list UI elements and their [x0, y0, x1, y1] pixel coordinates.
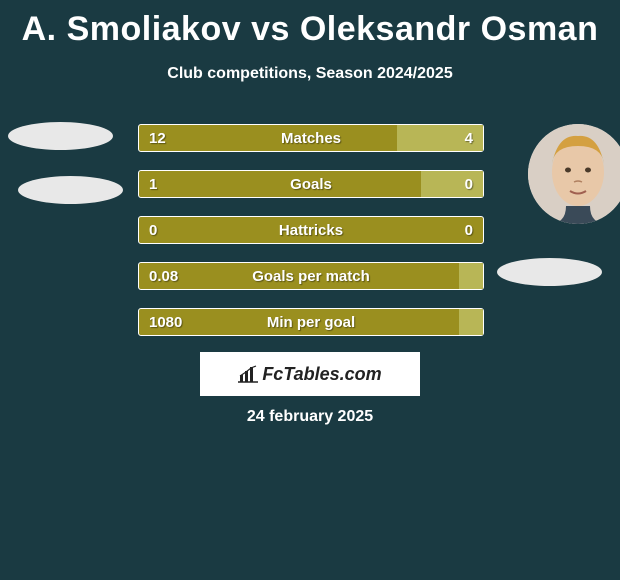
player1-avatar-placeholder-top [8, 122, 113, 150]
stat-bar-right-fill [397, 125, 483, 151]
bar-chart-icon [238, 365, 258, 383]
source-logo: FcTables.com [200, 352, 420, 396]
stat-bar-right-fill [459, 309, 483, 335]
stat-left-value: 12 [149, 125, 166, 151]
stat-left-value: 0 [149, 217, 157, 243]
player1-avatar-placeholder-bottom [18, 176, 123, 204]
source-logo-label: FcTables.com [262, 364, 381, 385]
stat-bar-min-per-goal: 1080 Min per goal [138, 308, 484, 336]
stat-label: Min per goal [139, 309, 483, 335]
chart-title: A. Smoliakov vs Oleksandr Osman [0, 0, 620, 49]
source-logo-text: FcTables.com [238, 364, 381, 385]
chart-subtitle: Club competitions, Season 2024/2025 [0, 65, 620, 83]
stat-label: Goals per match [139, 263, 483, 289]
stat-bars-container: 12 Matches 4 1 Goals 0 0 Hattricks 0 0.0… [138, 124, 484, 354]
stat-left-value: 1 [149, 171, 157, 197]
stat-left-value: 1080 [149, 309, 182, 335]
chart-date: 24 february 2025 [0, 408, 620, 426]
stat-bar-matches: 12 Matches 4 [138, 124, 484, 152]
stat-bar-goals: 1 Goals 0 [138, 170, 484, 198]
stat-right-value: 0 [465, 217, 473, 243]
stat-label: Hattricks [139, 217, 483, 243]
player2-avatar [528, 124, 620, 224]
stat-bar-goals-per-match: 0.08 Goals per match [138, 262, 484, 290]
stat-left-value: 0.08 [149, 263, 178, 289]
player2-avatar-placeholder-bottom [497, 258, 602, 286]
stat-bar-hattricks: 0 Hattricks 0 [138, 216, 484, 244]
stat-bar-right-fill [421, 171, 483, 197]
player2-face-icon [528, 124, 620, 224]
stat-bar-right-fill [459, 263, 483, 289]
